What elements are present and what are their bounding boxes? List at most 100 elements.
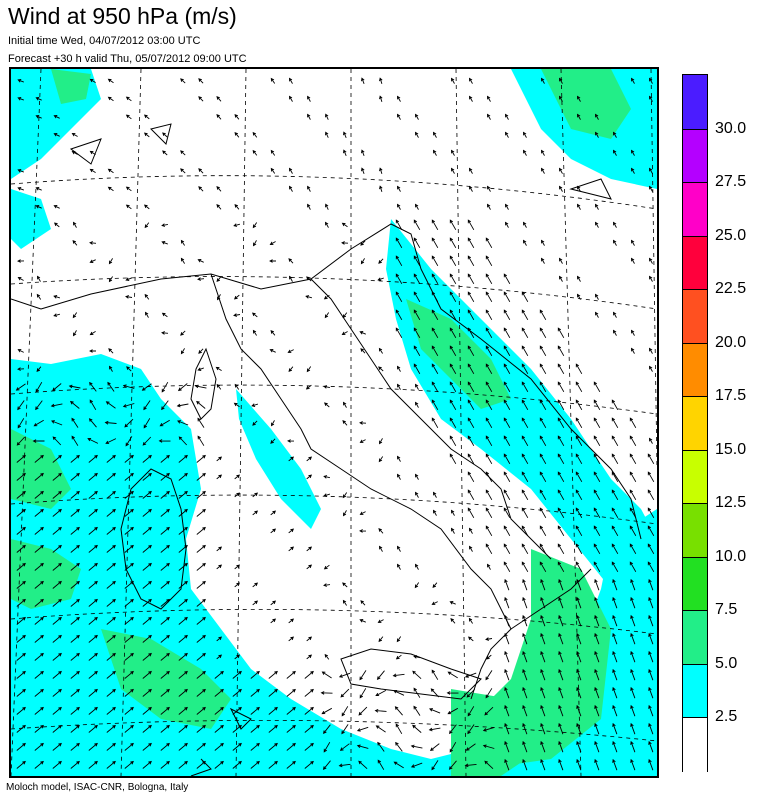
wind-vector-arrow <box>397 185 401 192</box>
wind-vector-arrow <box>485 273 493 285</box>
wind-vector-arrow <box>286 742 296 751</box>
legend-label: 22.5 <box>715 280 747 298</box>
wind-vector-arrow <box>52 742 62 751</box>
wind-vector-arrow <box>648 614 654 627</box>
wind-vector-arrow <box>503 453 511 465</box>
wind-vector-arrow <box>269 241 276 245</box>
wind-vector-arrow <box>198 348 204 354</box>
wind-vector-arrow <box>270 510 277 516</box>
wind-vector-arrow <box>70 760 80 769</box>
wind-vector-arrow <box>612 650 618 663</box>
wind-vector-arrow <box>104 420 117 425</box>
wind-vector-arrow <box>431 417 439 429</box>
wind-vector-arrow <box>286 706 296 715</box>
wind-vector-arrow <box>378 366 384 372</box>
wind-vector-arrow <box>145 311 149 318</box>
wind-vector-arrow <box>322 760 331 771</box>
wind-vector-arrow <box>252 492 259 498</box>
wind-vector-arrow <box>395 291 403 303</box>
wind-vector-arrow <box>35 205 42 209</box>
wind-vector-arrow <box>34 652 44 661</box>
wind-vector-arrow <box>71 435 79 446</box>
wind-vector-arrow <box>142 670 152 679</box>
wind-vector-arrow <box>595 131 599 138</box>
wind-vector-arrow <box>379 167 383 174</box>
wind-vector-arrow <box>268 706 278 715</box>
wind-vector-arrow <box>71 133 78 137</box>
wind-vector-arrow <box>540 704 546 717</box>
wind-vector-arrow <box>629 417 637 429</box>
coastlines <box>11 123 642 776</box>
wind-vector-arrow <box>307 185 311 192</box>
wind-vector-arrow <box>504 740 510 753</box>
wind-vector-arrow <box>395 309 403 321</box>
wind-vector-arrow <box>359 439 366 443</box>
wind-vector-arrow <box>144 293 150 300</box>
wind-vector-arrow <box>448 760 457 770</box>
legend-swatch <box>683 128 707 184</box>
wind-vector-arrow <box>106 454 116 463</box>
wind-vector-arrow <box>234 113 240 120</box>
wind-vector-arrow <box>196 598 206 607</box>
wind-vector-arrow <box>106 760 116 769</box>
wind-vector-arrow <box>106 688 116 697</box>
wind-vector-arrow <box>504 578 510 591</box>
wind-vector-arrow <box>68 384 81 389</box>
wind-vector-arrow <box>178 580 188 589</box>
wind-vector-arrow <box>395 723 403 735</box>
wind-vector-arrow <box>504 596 510 609</box>
wind-vector-arrow <box>505 221 509 228</box>
wind-vector-arrow <box>611 489 619 501</box>
wind-vector-arrow <box>413 327 421 339</box>
legend-swatch <box>683 663 707 719</box>
wind-vector-arrow <box>180 257 185 264</box>
wind-vector-arrow <box>160 544 170 553</box>
wind-vector-arrow <box>611 453 619 465</box>
wind-vector-arrow <box>16 706 26 715</box>
wind-vector-arrow <box>143 132 150 138</box>
wind-vector-arrow <box>482 744 495 749</box>
wind-vector-arrow <box>522 650 528 663</box>
wind-vector-arrow <box>559 167 563 174</box>
wind-vector-arrow <box>142 436 152 446</box>
wind-vector-arrow <box>250 742 260 751</box>
wind-vector-arrow <box>196 526 206 535</box>
wind-vector-arrow <box>214 760 224 769</box>
wind-vector-arrow <box>251 403 259 407</box>
wind-vector-arrow <box>522 704 528 717</box>
wind-vector-arrow <box>557 507 565 519</box>
wind-vector-arrow <box>70 544 80 553</box>
wind-vector-arrow <box>612 722 618 735</box>
wind-vector-arrow <box>160 688 170 697</box>
wind-vector-arrow <box>557 453 565 465</box>
shade-northeast-green <box>541 69 631 139</box>
wind-vector-arrow <box>503 417 511 429</box>
wind-vector-arrow <box>540 650 546 663</box>
wind-vector-arrow <box>522 668 528 681</box>
wind-vector-arrow <box>325 221 329 228</box>
wind-vector-arrow <box>649 167 653 174</box>
wind-vector-arrow <box>356 744 369 749</box>
wind-vector-arrow <box>558 650 564 663</box>
wind-vector-arrow <box>34 688 44 697</box>
wind-vector-arrow <box>16 742 26 751</box>
wind-vector-arrow <box>397 365 401 372</box>
wind-vector-arrow <box>306 456 313 462</box>
wind-vector-arrow <box>89 259 96 263</box>
wind-vector-arrow <box>467 453 475 465</box>
wind-vector-arrow <box>415 473 419 480</box>
wind-vector-arrow <box>89 331 96 336</box>
wind-vector-arrow <box>469 185 473 192</box>
wind-vector-arrow <box>540 740 546 753</box>
wind-vector-arrow <box>124 742 134 751</box>
wind-vector-arrow <box>88 490 98 499</box>
wind-vector-arrow <box>611 471 619 483</box>
wind-vector-arrow <box>124 544 134 553</box>
wind-vector-arrow <box>593 489 601 501</box>
wind-vector-arrow <box>160 742 170 751</box>
wind-vector-arrow <box>106 634 116 643</box>
wind-vector-arrow <box>214 688 224 697</box>
wind-vector-arrow <box>594 596 600 609</box>
wind-vector-arrow <box>485 363 493 375</box>
wind-vector-arrow <box>647 525 655 537</box>
